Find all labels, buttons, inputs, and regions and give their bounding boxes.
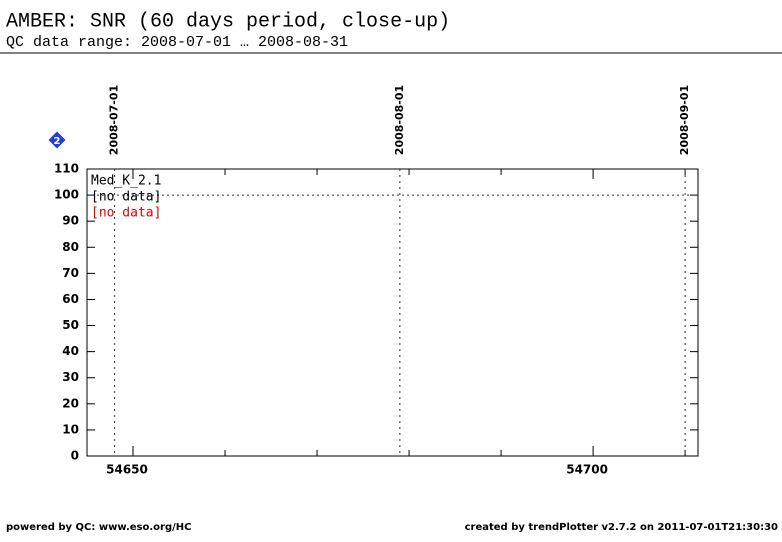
x-tick-label: 54700 [566,463,608,477]
plot-frame [86,168,699,457]
date-marker-label: 2008-09-01 [678,85,691,155]
footer-right: created by trendPlotter v2.7.2 on 2011-0… [465,522,778,533]
y-tick-label: 70 [62,266,79,280]
date-marker-label: 2008-07-01 [108,85,121,155]
y-tick-label: 0 [71,449,79,463]
y-tick-label: 40 [62,344,79,358]
footer-left: powered by QC: www.eso.org/HC [6,522,191,533]
chart-title: AMBER: SNR (60 days period, close-up) [6,10,450,33]
legend-entry: [no data] [91,190,161,205]
y-tick-label: 80 [62,240,79,254]
y-tick-label: 90 [62,214,79,228]
chart-subtitle: QC data range: 2008-07-01 … 2008-08-31 [6,34,348,51]
y-tick-label: 60 [62,292,79,306]
legend-entry: Med_K_2.1 [91,174,161,189]
y-tick-label: 50 [62,318,79,332]
y-tick-label: 100 [54,188,79,202]
y-tick-label: 10 [62,422,79,436]
legend-entry: [no data] [91,206,161,221]
y-tick-label: 20 [62,396,79,410]
x-tick-label: 54650 [106,463,148,477]
y-tick-label: 110 [54,162,79,176]
y-tick-label: 30 [62,370,79,384]
badge-text: 2 [54,136,61,147]
date-marker-label: 2008-08-01 [393,85,406,155]
